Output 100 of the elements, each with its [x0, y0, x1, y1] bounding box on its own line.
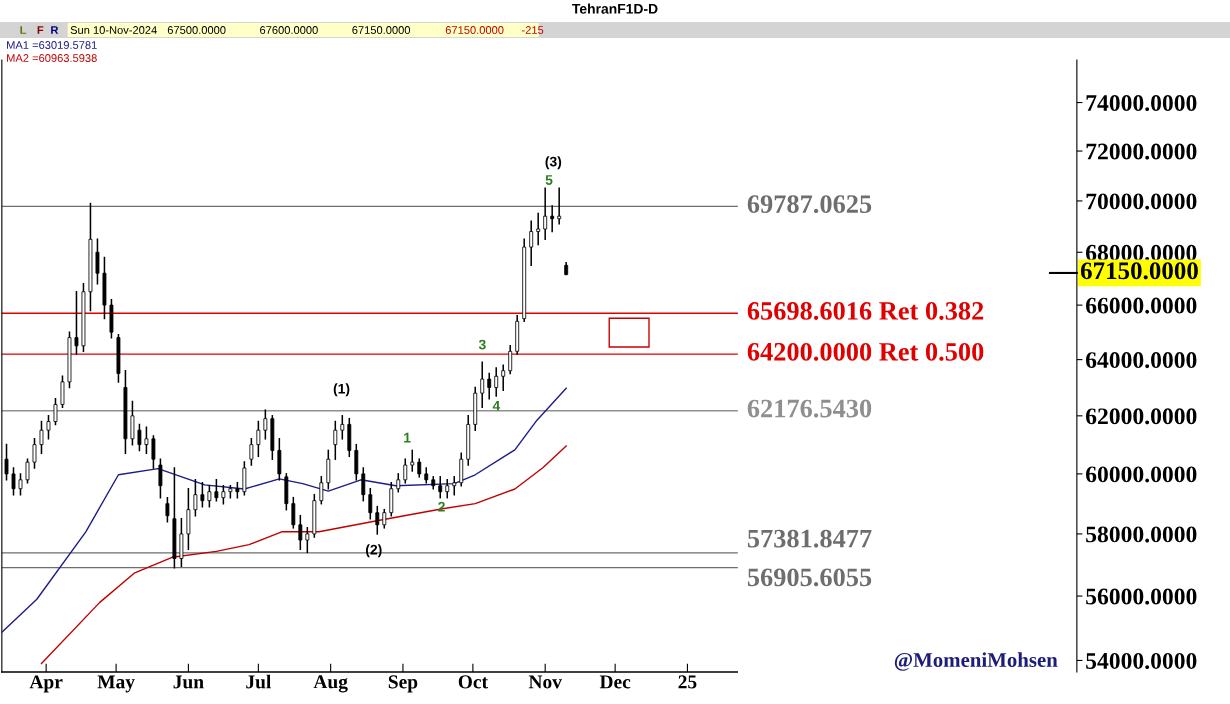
candlestick — [60, 375, 65, 409]
candlestick — [375, 505, 380, 535]
candlestick — [165, 496, 170, 523]
candlestick — [403, 458, 408, 484]
candlestick — [305, 527, 310, 554]
candlestick — [263, 409, 268, 440]
ref-line-label: 69787.0625 — [747, 195, 872, 214]
candlestick — [452, 476, 457, 496]
ref-line-label: 56905.6055 — [747, 568, 872, 587]
ref-line-label: 62176.5430 — [747, 399, 872, 418]
line-series — [40, 445, 567, 665]
text: Sun 10-Nov-2024 — [70, 26, 157, 34]
candlestick — [340, 415, 345, 440]
candlestick — [501, 364, 506, 392]
text: MA1 =63019.5781 — [7, 41, 97, 49]
candlestick — [354, 443, 359, 481]
candlestick — [32, 438, 37, 469]
annotation: (2) — [366, 544, 382, 558]
candlestick — [137, 423, 142, 452]
candlestick — [508, 345, 513, 375]
x-tick-label: Nov — [528, 675, 562, 689]
candlestick — [158, 458, 163, 499]
candlestick — [25, 458, 30, 484]
x-tick-label: Sep — [388, 675, 418, 693]
candlestick — [536, 212, 541, 246]
candlestick — [214, 479, 219, 502]
x-tick-label: May — [97, 675, 135, 693]
y-tick-label: 62000.0000 — [1086, 408, 1197, 425]
annotation: 1 — [404, 432, 411, 443]
text: 67150.0000 — [352, 26, 411, 34]
candlestick — [144, 426, 149, 455]
candlestick — [557, 187, 562, 225]
text: MA2 =60963.5938 — [7, 54, 97, 62]
text: 67600.0000 — [260, 26, 318, 34]
candlestick — [298, 514, 303, 551]
annotation: @MomeniMohsen — [894, 652, 1058, 671]
candlestick — [291, 496, 296, 529]
text: 67150.0000 — [445, 26, 504, 34]
candlestick — [333, 420, 338, 460]
text: L — [20, 26, 27, 34]
candlestick — [410, 449, 415, 472]
ref-line-label: 64200.0000 Ret 0.500 — [747, 342, 984, 361]
annotation: 4 — [492, 401, 501, 411]
x-tick-label: Aug — [313, 675, 348, 693]
candlestick — [46, 415, 51, 440]
candlestick — [494, 367, 499, 397]
candlestick — [480, 361, 485, 409]
annotation: (3) — [545, 156, 562, 170]
candlestick — [207, 484, 212, 508]
candlestick — [326, 449, 331, 490]
candlestick — [368, 487, 373, 520]
candlestick — [277, 438, 282, 481]
y-tick-label: 68000.0000 — [1086, 244, 1197, 261]
candlestick — [39, 420, 44, 455]
annotation: 3 — [478, 339, 486, 350]
chart-title: TehranF1D-D — [572, 3, 658, 14]
x-tick-label: Jun — [173, 675, 204, 689]
y-tick-label: 72000.0000 — [1086, 143, 1197, 160]
candlestick — [438, 476, 443, 499]
x-tick-label: Jul — [246, 674, 271, 689]
x-tick-label: 25 — [678, 675, 697, 689]
candlestick — [550, 205, 555, 233]
candlestick — [361, 467, 366, 502]
candlestick — [11, 467, 16, 496]
y-tick-label: 70000.0000 — [1086, 193, 1197, 210]
candlestick — [4, 443, 9, 481]
candlestick — [53, 398, 58, 426]
y-tick-label: 64000.0000 — [1086, 352, 1197, 369]
y-tick-label: 66000.0000 — [1086, 297, 1197, 314]
x-tick-label: Dec — [599, 675, 631, 689]
candlestick — [543, 187, 548, 241]
text: 67500.0000 — [167, 26, 226, 34]
text: F — [37, 26, 44, 34]
candlestick — [382, 508, 387, 529]
y-tick-label: 74000.0000 — [1086, 95, 1197, 112]
candlestick — [529, 220, 534, 267]
candlestick — [18, 473, 23, 496]
text: -215 — [522, 26, 544, 34]
y-tick-label: 56000.0000 — [1086, 588, 1197, 605]
candlestick — [487, 372, 492, 400]
candlestick — [319, 476, 324, 505]
candlestick — [200, 482, 205, 508]
ref-line-label: 65698.6016 Ret 0.382 — [747, 302, 984, 320]
annotation: (1) — [333, 383, 350, 397]
candlestick — [389, 482, 394, 517]
candlestick — [151, 435, 156, 469]
candlestick — [193, 479, 198, 517]
candlestick — [242, 461, 247, 496]
candlestick — [74, 290, 79, 355]
candlestick — [95, 238, 100, 285]
text: 67150.0000 — [1080, 262, 1198, 280]
x-tick-label: Oct — [458, 675, 488, 689]
x-tick-label: Apr — [29, 675, 63, 693]
annotation: 5 — [545, 175, 553, 185]
candlestick — [249, 438, 254, 466]
candlestick — [459, 452, 464, 487]
ref-line-label: 57381.8477 — [747, 529, 872, 548]
candlestick — [130, 400, 135, 446]
y-tick-label: 58000.0000 — [1086, 526, 1197, 543]
y-tick-label: 54000.0000 — [1086, 652, 1197, 669]
